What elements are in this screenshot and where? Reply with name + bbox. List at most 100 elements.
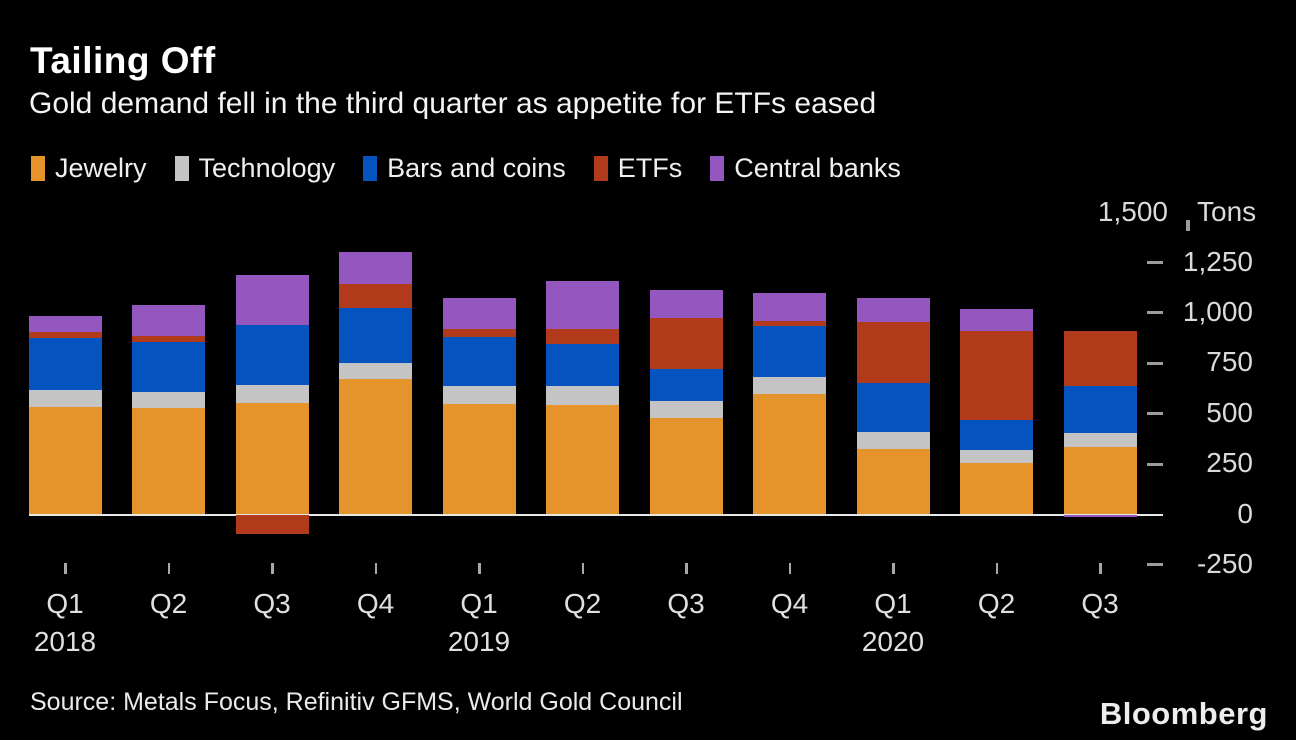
y-axis-unit-label: Tons xyxy=(1197,196,1257,228)
y-axis-label: -250 xyxy=(1196,547,1253,579)
x-axis-quarter-label: Q1 xyxy=(460,588,498,619)
bar-segment-technology-q2-1 xyxy=(132,391,205,408)
bar-segment-etfs-q1-0 xyxy=(28,332,102,339)
bar-segment-bars-and-coins-q4-3 xyxy=(339,307,412,364)
bar-segment-technology-q1-0 xyxy=(28,389,102,407)
bar-segment-central-banks-q3-10 xyxy=(1063,514,1137,517)
bar-segment-jewelry-q2-5 xyxy=(546,404,619,515)
x-axis-tick xyxy=(167,563,170,574)
x-axis-quarter-label: Q3 xyxy=(1081,588,1119,619)
bar-segment-bars-and-coins-q3-2 xyxy=(235,324,309,386)
bar-segment-technology-q2-9 xyxy=(960,449,1033,464)
bar-segment-bars-and-coins-q2-9 xyxy=(960,419,1033,450)
bar-segment-jewelry-q3-10 xyxy=(1063,446,1137,515)
bar-segment-bars-and-coins-q3-6 xyxy=(649,369,723,401)
legend-swatch-technology-icon xyxy=(174,156,189,181)
bar-segment-etfs-q2-5 xyxy=(546,329,619,344)
bar-segment-central-banks-q2-9 xyxy=(960,309,1033,332)
bar-segment-jewelry-q1-0 xyxy=(28,406,102,515)
bloomberg-logo: Bloomberg xyxy=(1099,696,1268,731)
bar-segment-central-banks-q3-2 xyxy=(235,274,309,325)
chart-subtitle: Gold demand fell in the third quarter as… xyxy=(29,87,877,120)
y-axis-label: 250 xyxy=(1206,447,1253,479)
bar-segment-central-banks-q3-6 xyxy=(649,289,723,318)
bar-segment-bars-and-coins-q3-10 xyxy=(1063,385,1137,434)
zero-gridline xyxy=(29,513,1163,516)
legend-swatch-etfs-icon xyxy=(593,156,608,181)
y-axis-tick xyxy=(1147,412,1163,416)
x-axis-year-label: 2020 xyxy=(861,626,925,657)
bar-segment-etfs-q1-4 xyxy=(442,328,516,338)
bar-segment-technology-q3-10 xyxy=(1063,433,1137,447)
x-axis-quarter-label: Q2 xyxy=(563,588,602,619)
bar-segment-bars-and-coins-q1-0 xyxy=(28,338,102,390)
y-axis-label: 1,000 xyxy=(1182,295,1253,327)
bar-segment-etfs-q2-9 xyxy=(960,331,1033,420)
x-axis-year-label: 2018 xyxy=(33,626,97,657)
bar-segment-bars-and-coins-q1-4 xyxy=(442,337,516,387)
bar-segment-etfs-q4-7 xyxy=(753,320,826,327)
bar-segment-central-banks-q4-3 xyxy=(339,252,412,284)
bar-segment-jewelry-q1-4 xyxy=(442,403,516,515)
bar-segment-jewelry-q4-3 xyxy=(339,379,412,515)
bar-segment-technology-q3-6 xyxy=(649,400,723,419)
y-axis-tick xyxy=(1147,361,1163,365)
x-axis-quarter-label: Q1 xyxy=(46,588,84,619)
bar-segment-etfs-q4-3 xyxy=(339,283,412,308)
y-axis-label: 500 xyxy=(1206,396,1253,428)
x-axis-year-label: 2019 xyxy=(447,626,511,657)
y-axis-tick xyxy=(1147,261,1163,264)
y-axis-tick xyxy=(1147,462,1163,466)
bar-segment-jewelry-q1-8 xyxy=(856,448,930,515)
x-axis-quarter-label: Q2 xyxy=(149,588,188,619)
bar-segment-central-banks-q4-7 xyxy=(753,293,826,321)
x-axis-tick xyxy=(64,563,67,574)
bar-segment-technology-q4-7 xyxy=(753,376,826,395)
bar-segment-etfs-q3-2 xyxy=(235,514,309,534)
x-axis-tick xyxy=(581,563,584,574)
legend-item-etfs: ETFs xyxy=(593,153,683,184)
x-axis-tick xyxy=(271,563,274,574)
bar-segment-etfs-q3-10 xyxy=(1063,331,1137,386)
legend-label: Technology xyxy=(198,153,336,183)
y-axis-label: 750 xyxy=(1206,346,1253,378)
bar-segment-technology-q4-3 xyxy=(339,363,412,380)
legend-swatch-jewelry-icon xyxy=(31,156,45,181)
legend-swatch-bars-and-coins-icon xyxy=(363,156,378,181)
x-axis-quarter-label: Q1 xyxy=(874,588,912,619)
x-axis-tick xyxy=(374,563,377,574)
legend-label: ETFs xyxy=(617,153,683,183)
x-axis-tick xyxy=(788,563,791,574)
legend-item-technology: Technology xyxy=(174,153,336,184)
legend-label: Bars and coins xyxy=(387,153,566,183)
source-note: Source: Metals Focus, Refinitiv GFMS, Wo… xyxy=(30,688,683,716)
x-axis-tick xyxy=(1099,563,1102,574)
y-axis-max-label: 1,500 xyxy=(1097,196,1168,228)
page-title: Tailing Off xyxy=(30,40,216,81)
bar-segment-central-banks-q2-5 xyxy=(546,281,619,330)
legend-label: Jewelry xyxy=(55,153,147,183)
bar-segment-central-banks-q1-0 xyxy=(28,315,102,333)
bar-segment-bars-and-coins-q2-5 xyxy=(546,343,619,387)
y-axis-tick xyxy=(1147,311,1163,315)
bar-segment-technology-q3-2 xyxy=(235,385,309,403)
x-axis-tick xyxy=(892,563,895,574)
x-axis-quarter-label: Q3 xyxy=(253,588,291,619)
bar-segment-etfs-q2-1 xyxy=(132,336,205,343)
legend-item-bars-and-coins: Bars and coins xyxy=(363,153,566,184)
bar-segment-central-banks-q2-1 xyxy=(132,304,205,337)
x-axis-quarter-label: Q3 xyxy=(667,588,705,619)
bar-segment-technology-q1-4 xyxy=(442,386,516,404)
legend-item-central-banks: Central banks xyxy=(710,153,901,184)
legend-label: Central banks xyxy=(734,153,901,183)
bar-segment-bars-and-coins-q2-1 xyxy=(132,342,205,392)
bar-segment-jewelry-q3-6 xyxy=(649,418,723,515)
bar-segment-jewelry-q2-9 xyxy=(960,463,1033,515)
bar-segment-technology-q1-8 xyxy=(856,432,930,449)
x-axis-tick xyxy=(685,563,688,574)
x-axis-tick xyxy=(478,563,481,574)
chart-legend: Jewelry Technology Bars and coins ETFs Centr… xyxy=(31,153,901,184)
bar-segment-central-banks-q1-4 xyxy=(442,297,516,329)
